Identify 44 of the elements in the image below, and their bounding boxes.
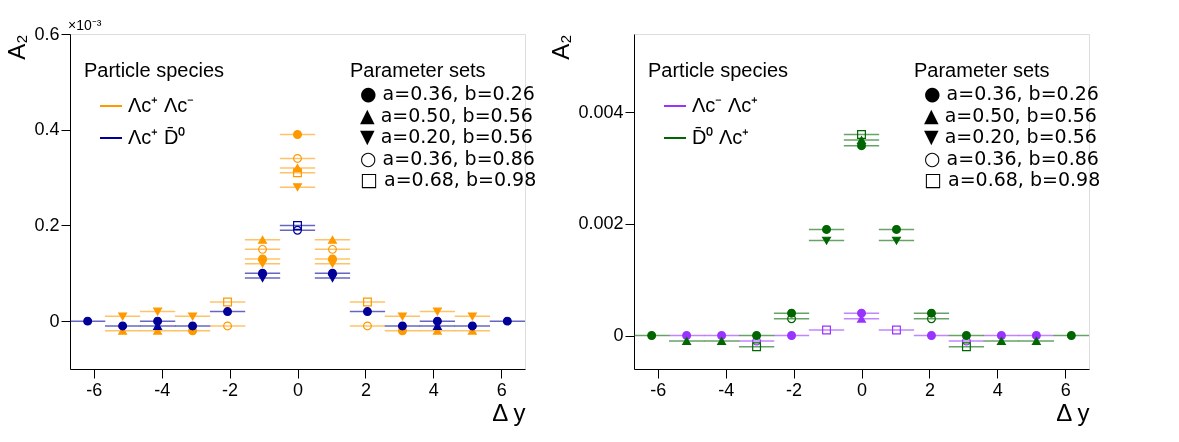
annotation: ▲ a=0.50, b=0.56	[924, 103, 1097, 126]
x-tick-label: -2	[222, 379, 239, 400]
legend-title: Particle species	[648, 59, 789, 81]
annotation: ▼ a=0.20, b=0.56	[924, 125, 1097, 147]
legend-label: Λc⁺ D̄⁰	[128, 125, 186, 148]
x-tick-label: 6	[1060, 379, 1071, 400]
annotation: ▼ a=0.20, b=0.56	[360, 125, 533, 147]
legend-title: Particle species	[84, 59, 225, 81]
legend-label: Λc⁻ Λc⁺	[692, 94, 759, 116]
annotation: ▲ a=0.50, b=0.56	[360, 103, 533, 126]
y-tick-label: 0.6	[34, 23, 60, 44]
legend-label: D̄⁰ Λc⁺	[692, 125, 750, 148]
annotation: □ a=0.68, b=0.98	[924, 168, 1101, 190]
x-tick-label: -4	[718, 379, 735, 400]
x-tick-label: 4	[428, 379, 439, 400]
x-tick-label: -6	[86, 379, 103, 400]
y-tick-label: 0	[613, 325, 624, 345]
x-tick-label: -2	[786, 379, 803, 400]
legend-label: Λc⁺ Λc⁻	[128, 94, 195, 116]
x-tick-label: 0	[292, 379, 304, 400]
annotation: Parameter sets	[350, 59, 486, 81]
x-axis-title: Δ y	[1056, 398, 1090, 426]
y-tick-label: 0.002	[578, 213, 624, 234]
x-axis-title: Δ y	[492, 398, 526, 426]
y-tick-label: 0.4	[34, 119, 60, 140]
y-tick-label: 0.2	[34, 214, 60, 235]
x-tick-label: 4	[992, 379, 1003, 400]
x-tick-label: 6	[496, 379, 507, 400]
annotation: □ a=0.68, b=0.98	[360, 168, 537, 190]
text: ×10⁻³	[68, 17, 102, 33]
annotation: ● a=0.36, b=0.26	[360, 82, 535, 104]
x-tick-label: -4	[154, 379, 171, 400]
annotation: ○ a=0.36, b=0.86	[360, 146, 535, 169]
y-axis-title: A₂	[547, 34, 575, 60]
x-tick-label: 2	[360, 379, 371, 400]
annotation: ● a=0.36, b=0.26	[924, 82, 1099, 104]
x-tick-label: 2	[924, 379, 935, 400]
annotation: ○ a=0.36, b=0.86	[924, 146, 1099, 169]
y-tick-label: 0	[49, 310, 60, 331]
annotation: Parameter sets	[914, 59, 1050, 81]
y-axis-title: A₂	[3, 34, 31, 60]
x-tick-label: -6	[650, 379, 667, 400]
x-tick-label: 0	[856, 379, 868, 400]
y-tick-label: 0.004	[578, 101, 624, 122]
